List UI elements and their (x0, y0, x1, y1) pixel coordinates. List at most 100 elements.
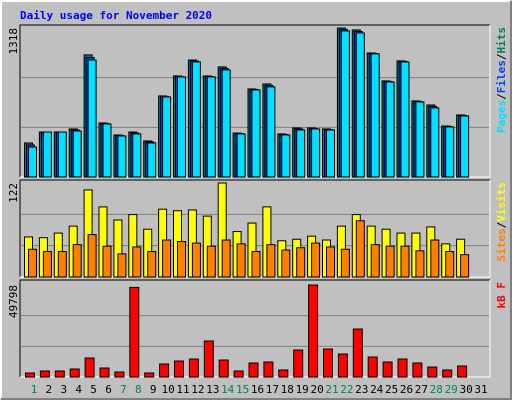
bar (385, 81, 395, 178)
x-tick-label: 11 (176, 383, 189, 396)
bar (385, 245, 395, 278)
bar (400, 245, 410, 278)
bar (442, 369, 453, 378)
x-tick-label: 5 (90, 383, 97, 396)
x-tick-label: 1 (31, 383, 38, 396)
bar (311, 128, 321, 178)
legend-separator: / (495, 93, 508, 100)
bar (415, 250, 425, 278)
bar (296, 247, 306, 278)
legend-entry: Sites (495, 228, 508, 261)
bar (42, 251, 52, 278)
bar (99, 367, 110, 378)
x-tick-label: 12 (191, 383, 204, 396)
bar (218, 359, 229, 378)
bar (251, 89, 261, 178)
x-tick-label: 2 (46, 383, 53, 396)
bar (87, 234, 97, 278)
bar (102, 245, 112, 278)
bar (191, 242, 201, 278)
bar (355, 220, 365, 278)
bar (144, 372, 155, 378)
bar (28, 146, 37, 178)
bar (117, 253, 127, 278)
x-tick-label: 29 (445, 383, 458, 396)
x-tick-label: 10 (161, 383, 174, 396)
bar (460, 115, 470, 178)
x-tick-label: 28 (430, 383, 443, 396)
bar (72, 130, 82, 178)
bar (203, 340, 214, 378)
legend-entry: kB F (495, 282, 508, 309)
bar (293, 349, 304, 378)
legend: kB F (495, 282, 508, 309)
bar (72, 244, 82, 278)
bar (281, 249, 291, 278)
bar (117, 135, 127, 178)
bar (248, 362, 259, 378)
x-tick-label: 17 (266, 383, 279, 396)
legend: Sites/Visits (495, 182, 508, 262)
bar (114, 371, 125, 378)
bar (281, 134, 291, 178)
bar (278, 369, 289, 378)
x-tick-label: 15 (236, 383, 249, 396)
bar (412, 362, 423, 378)
y-tick-label: 49798 (7, 285, 20, 318)
bar (147, 142, 157, 178)
plot-edge-dark (19, 24, 490, 177)
x-tick-label: 6 (105, 383, 112, 396)
x-tick-label: 19 (296, 383, 309, 396)
bar (69, 368, 80, 378)
chart-title: Daily usage for November 2020 (20, 9, 212, 22)
x-tick-label: 30 (459, 383, 472, 396)
bar (326, 129, 335, 178)
bar (460, 254, 470, 278)
x-tick-label: 18 (281, 383, 294, 396)
x-tick-label: 16 (251, 383, 264, 396)
plot-edge-dark (19, 279, 490, 377)
bar (206, 76, 216, 178)
bar (221, 239, 231, 278)
bar (427, 366, 438, 378)
bar (266, 244, 276, 278)
x-tick-label: 23 (355, 383, 368, 396)
bar (445, 126, 455, 178)
x-tick-label: 8 (135, 383, 142, 396)
bar (370, 53, 380, 178)
x-tick-label: 25 (385, 383, 398, 396)
bar (129, 286, 140, 378)
bar (370, 244, 380, 278)
x-tick-label: 26 (400, 383, 413, 396)
x-tick-label: 13 (206, 383, 219, 396)
bar (251, 251, 261, 278)
bar (39, 370, 50, 378)
x-tick-label: 3 (60, 383, 67, 396)
bar (177, 76, 186, 178)
bar (87, 59, 97, 178)
bar (42, 131, 52, 178)
bar (400, 61, 410, 178)
legend-entry: Hits (495, 27, 508, 54)
bar (162, 96, 172, 178)
bar (188, 358, 199, 378)
x-tick-label: 21 (325, 383, 338, 396)
legend-separator: / (495, 221, 508, 228)
bar (25, 372, 35, 378)
bar (445, 251, 455, 278)
bar (430, 239, 440, 278)
bar (323, 348, 333, 378)
bar (415, 101, 425, 178)
x-tick-label: 24 (370, 383, 384, 396)
bar (102, 123, 112, 178)
bar (326, 246, 335, 278)
x-tick-label: 20 (310, 383, 323, 396)
plot-area (20, 280, 490, 377)
bar (340, 30, 350, 178)
y-tick-label: 1318 (7, 28, 20, 55)
legend: Pages/Files/Hits (495, 27, 508, 133)
bar (57, 251, 67, 278)
x-tick-label: 22 (340, 383, 353, 396)
